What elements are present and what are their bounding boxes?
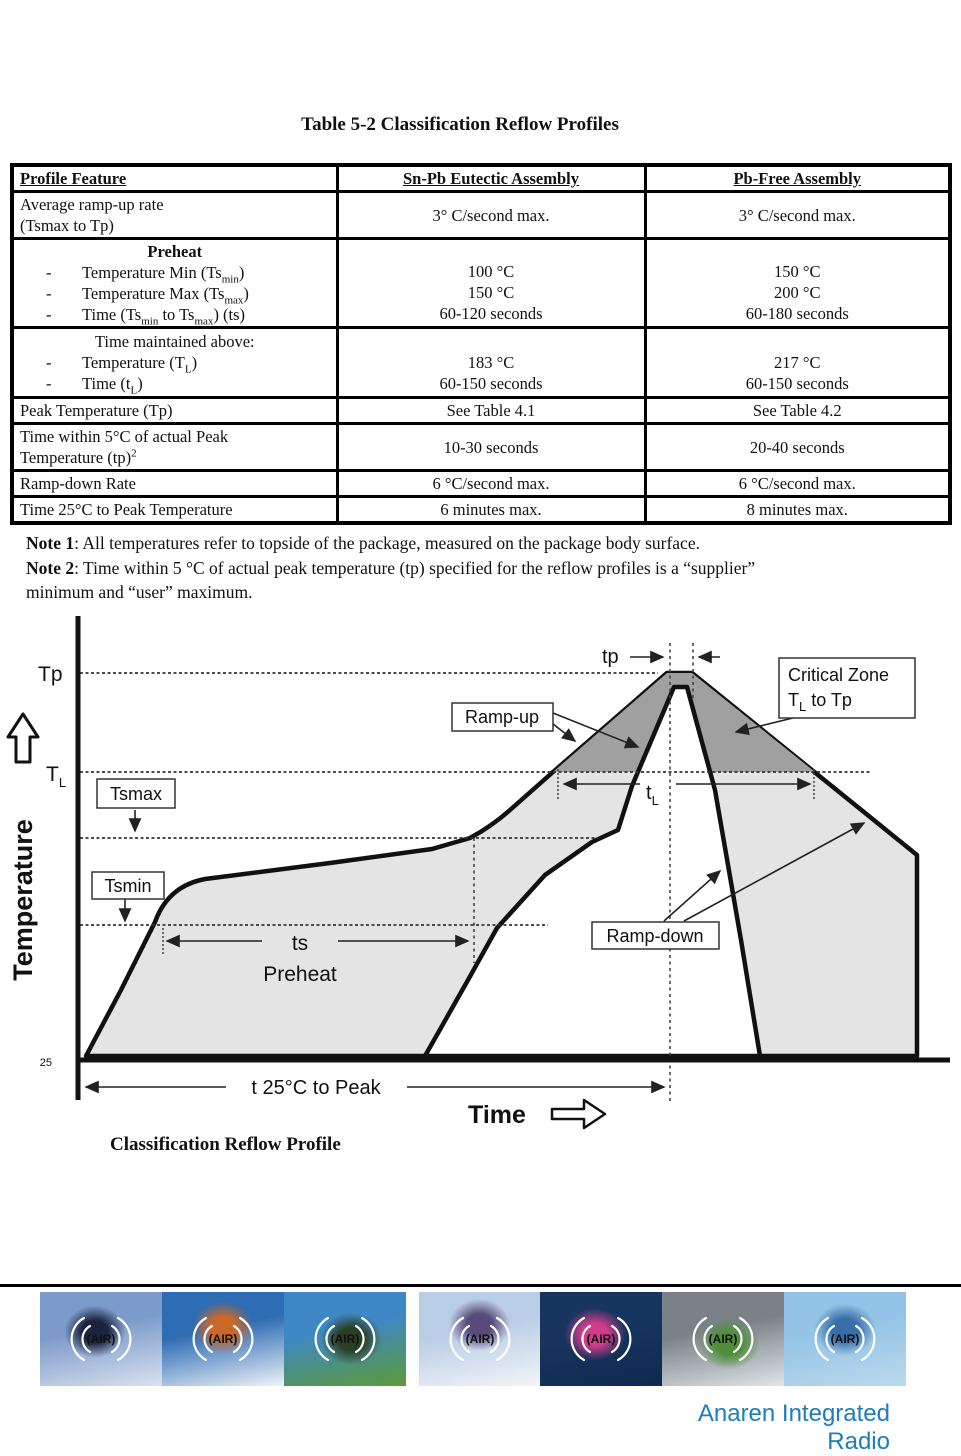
ramp-down-label-box [591, 921, 720, 950]
critical-zone-arrow [734, 716, 798, 736]
cell-value: 183 °C 60-150 seconds [335, 326, 647, 399]
critical-zone-label-line2: TL to Tp [788, 690, 852, 714]
row-label: Ramp-down Rate [10, 469, 339, 498]
ramp-down-arrow-2 [683, 822, 866, 922]
table-row: Time 25°C to Peak Temperature 6 minutes … [10, 495, 952, 525]
cell-value: 6 °C/second max. [643, 469, 952, 498]
photo-skier: (AIR) [161, 1292, 284, 1386]
ramp-up-arrow-1 [552, 723, 577, 742]
row-label: Time maintained above: - Temperature (TL)… [10, 326, 339, 399]
table-row: Peak Temperature (Tp) See Table 4.1 See … [10, 396, 952, 425]
cell-value: 20-40 seconds [643, 422, 952, 472]
reflow-profile-figure: Tsmax Tsmin Ramp-up Ramp-down Critical Z… [6, 616, 950, 1155]
ramp-down-arrow-1 [663, 869, 722, 922]
table-row: Time within 5°C of actual Peak Temperatu… [10, 422, 952, 472]
row-label: Average ramp-up rate (Tsmax to Tp) [10, 190, 339, 240]
air-logo-icon: (AIR) [449, 1316, 510, 1362]
temperature-up-arrow-icon [6, 712, 40, 764]
table-header-row: Profile Feature Sn-Pb Eutectic Assembly … [10, 163, 952, 193]
row-label: Time 25°C to Peak Temperature [10, 495, 339, 525]
photo-mountain-biker: (AIR) [283, 1292, 406, 1386]
note-1: Note 1: All temperatures refer to topsid… [26, 533, 700, 553]
svg-text:(AIR): (AIR) [330, 1332, 359, 1346]
cell-value: 6 minutes max. [335, 495, 647, 525]
tp-axis-label: Tp [38, 663, 63, 686]
cell-value: 3° C/second max. [643, 190, 952, 240]
brand-text: Anaren Integrated Radio [697, 1400, 890, 1455]
profile-notch [422, 684, 763, 1059]
table-row: Ramp-down Rate 6 °C/second max. 6 °C/sec… [10, 469, 952, 498]
ramp-down-label: Ramp-down [606, 926, 703, 946]
table-row: Average ramp-up rate (Tsmax to Tp) 3° C/s… [10, 190, 952, 240]
tsmax-label: Tsmax [110, 784, 162, 804]
photo-inline-skater: (AIR) [784, 1292, 907, 1386]
svg-text:(AIR): (AIR) [587, 1332, 616, 1346]
critical-zone-label-box [778, 657, 916, 719]
col-header-snpb: Sn-Pb Eutectic Assembly [335, 163, 647, 193]
table-row: Preheat - Temperature Min (Tsmin) - Temper… [10, 237, 952, 329]
col-header-profile-feature: Profile Feature [10, 163, 339, 193]
table-row: Time maintained above: - Temperature (TL)… [10, 326, 952, 399]
notes-block: Note 1: All temperatures refer to topsid… [26, 531, 931, 605]
svg-text:(AIR): (AIR) [208, 1332, 237, 1346]
photo-skateboarder: (AIR) [40, 1292, 162, 1386]
tsmin-label-box [91, 871, 165, 900]
time-right-arrow-icon [550, 1098, 607, 1130]
origin-label: 25 [40, 1057, 52, 1069]
tp-measure-label: tp [602, 646, 619, 668]
cell-value: 6 °C/second max. [335, 469, 647, 498]
air-logo-icon: (AIR) [692, 1316, 754, 1362]
svg-text:(AIR): (AIR) [831, 1332, 860, 1346]
x-axis-label: Time [468, 1101, 526, 1129]
note-2-line1: Note 2: Time within 5 °C of actual peak … [26, 557, 756, 578]
ramp-up-arrow-2 [552, 712, 640, 749]
banner-photo-strip: (AIR) (AIR) (AIR) (AIR) [40, 1292, 907, 1386]
photo-kayaker: (AIR) [662, 1292, 785, 1386]
air-logo-icon: (AIR) [70, 1316, 132, 1362]
cell-value: 100 °C 150 °C 60-120 seconds [335, 237, 647, 329]
note-2-line2: minimum and “user” maximum. [26, 582, 253, 602]
banner-divider [0, 1284, 961, 1287]
tsmin-label: Tsmin [104, 876, 151, 896]
t25-label: t 25°C to Peak [251, 1077, 381, 1099]
row-label: Time within 5°C of actual Peak Temperatu… [10, 422, 339, 472]
photo-windsurfer: (AIR) [540, 1292, 663, 1386]
critical-zone-label-line1: Critical Zone [788, 665, 889, 685]
air-logo-icon: (AIR) [192, 1316, 254, 1362]
cell-value: 3° C/second max. [335, 190, 647, 240]
row-label: Peak Temperature (Tp) [10, 396, 339, 425]
tl-measure-label: tL [646, 782, 659, 808]
tl-axis-label: TL [46, 763, 66, 790]
ramp-up-label-box [451, 702, 554, 732]
photo-snowboarder: (AIR) [418, 1292, 541, 1386]
cell-value: 8 minutes max. [643, 495, 952, 525]
preheat-label: Preheat [263, 963, 337, 986]
air-logo-icon: (AIR) [814, 1316, 876, 1362]
cell-value: 217 °C 60-150 seconds [643, 326, 952, 399]
air-logo-icon: (AIR) [570, 1316, 632, 1362]
cell-value: See Table 4.2 [643, 396, 952, 425]
cell-value: See Table 4.1 [335, 396, 647, 425]
figure-caption: Classification Reflow Profile [110, 1134, 341, 1155]
reflow-profiles-table: Profile Feature Sn-Pb Eutectic Assembly … [10, 163, 952, 525]
svg-text:(AIR): (AIR) [465, 1332, 494, 1346]
cell-value: 10-30 seconds [335, 422, 647, 472]
ramp-up-label: Ramp-up [465, 707, 539, 727]
y-axis-label: Temperature [8, 819, 38, 981]
svg-text:(AIR): (AIR) [87, 1332, 116, 1346]
col-header-pbfree: Pb-Free Assembly [643, 163, 952, 193]
page-title: Table 5-2 Classification Reflow Profiles [301, 114, 619, 135]
svg-text:(AIR): (AIR) [709, 1332, 738, 1346]
cell-value: 150 °C 200 °C 60-180 seconds [643, 237, 952, 329]
row-label: Preheat - Temperature Min (Tsmin) - Temper… [10, 237, 339, 329]
air-logo-icon: (AIR) [314, 1316, 376, 1362]
tsmax-label-box [96, 778, 176, 809]
ts-label: ts [292, 932, 308, 955]
